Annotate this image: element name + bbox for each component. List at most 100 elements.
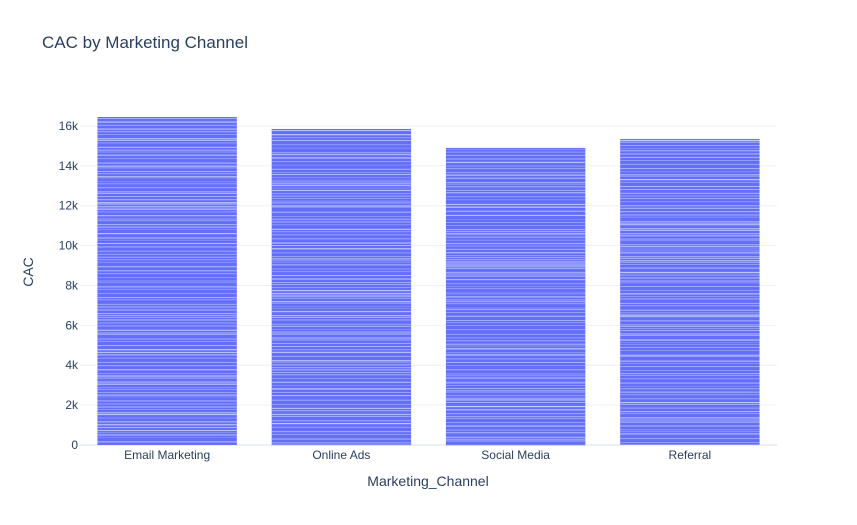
bar-segment-edge [445,229,586,230]
bar-segment-edge [271,164,412,166]
bar-segment-edge [271,259,412,261]
bar-segment-edge [271,234,412,236]
bar-segment-edge [445,432,586,434]
bar-segment-edge [97,273,237,275]
bar-segment-edge [445,219,586,220]
bar-segment-edge [271,388,412,390]
bar-segment-edge [271,275,412,276]
bar-segment-edge [620,407,760,409]
bar-segment-edge [271,252,412,254]
bar-segment-edge [97,277,237,279]
bar-segment-edge [620,354,760,356]
bar-segment-edge [445,388,586,389]
bar-segment-edge [620,233,760,235]
bar-segment-edge [271,137,412,139]
bar-segment-edge [445,239,586,241]
bar-segment-edge [97,375,237,377]
bar-segment-edge [271,381,412,383]
bar-segment-edge [271,305,412,307]
bar-segment-edge [271,202,412,204]
bar-segment-edge [620,302,760,304]
bar-segment-edge [445,186,586,188]
bar-segment-edge [97,387,237,389]
bar-segment-edge [620,342,760,344]
y-tick-label: 12k [59,199,79,213]
x-tick-label: Email Marketing [124,448,210,462]
bar-segment-edge [97,128,237,130]
bar-segment-edge [97,354,237,356]
bar-segment-edge [271,193,412,195]
bar-segment-edge [445,245,586,247]
bar-segment-edge [271,369,412,371]
bar-segment-edge [97,208,237,210]
bar-segment-edge [445,243,586,245]
bar-segment-edge [97,146,237,148]
bar-segment-edge [445,399,586,401]
bar-segment-edge [445,230,586,232]
bar-segment-edge [97,332,237,334]
bar-segment-edge [271,181,412,183]
bar-segment-edge [445,206,586,208]
bar-segment-edge [271,410,412,412]
bar-segment-edge [97,313,237,315]
bar-segment-edge [445,275,586,277]
bar-segment-edge [271,248,412,250]
bar-segment-edge [271,228,412,230]
bar-segment-edge [271,157,412,159]
bar-segment-edge [445,444,586,447]
bar-segment-edge [445,151,586,153]
bar-segment-edge [445,232,586,234]
bar-segment-edge [620,394,760,396]
bar[interactable] [620,138,760,445]
bar-segment-edge [97,138,237,140]
bar-segment-edge [271,438,412,440]
x-tick-label: Social Media [481,448,550,462]
bar-segment-edge [97,288,237,290]
bar-segment-edge [445,172,586,173]
bar-segment-edge [445,361,586,363]
bar-segment-edge [97,124,237,126]
bar-segment-edge [97,345,237,347]
bar-segment-edge [620,350,760,351]
bar[interactable] [271,128,412,445]
bar-segment-edge [620,411,760,413]
bar-segment-edge [97,239,237,241]
bar-segment-edge [445,312,586,313]
bar-segment-edge [620,240,760,241]
bar-segment-edge [97,177,237,179]
bar-segment-edge [620,192,760,194]
bar-segment-edge [97,173,237,175]
bar-segment-edge [271,238,412,240]
bar-segment-edge [97,424,237,426]
bar-segment-edge [97,158,237,160]
y-tick-labels: 0 2k 4k 6k 8k 10k 12k 14k 16k [59,119,79,452]
bar-segment-edge [271,349,412,351]
bar-segment-edge [620,250,760,252]
bar-segment-edge [620,186,760,188]
bar-segment-edge [620,214,760,216]
bar-segment-edge [445,416,586,417]
bar-segment-edge [620,141,760,143]
bar-segment-edge [271,301,412,303]
bars [97,117,760,447]
bar-segment-edge [620,181,760,183]
bar-segment-edge [97,349,237,351]
x-tick-labels: Email Marketing Online Ads Social Media Ref… [124,448,711,462]
bar-segment-edge [271,362,412,364]
bar-segment-edge [445,440,586,442]
bar-segment-edge [445,422,586,423]
bar-segment-edge [445,358,586,360]
bar-segment-edge [271,404,412,405]
bar-segment-edge [271,323,412,325]
bar-segment-edge [271,444,412,446]
bar-segment-edge [271,372,412,374]
bar-segment-edge [271,316,412,318]
bar-segment-edge [620,293,760,295]
bar-segment-edge [271,415,412,417]
y-tick-label: 6k [65,318,79,332]
bar-segment-edge [620,205,760,207]
bar-segment-edge [620,153,760,155]
bar-segment-edge [271,287,412,288]
bar-segment-edge [620,417,760,419]
bar-segment-edge [620,373,760,375]
